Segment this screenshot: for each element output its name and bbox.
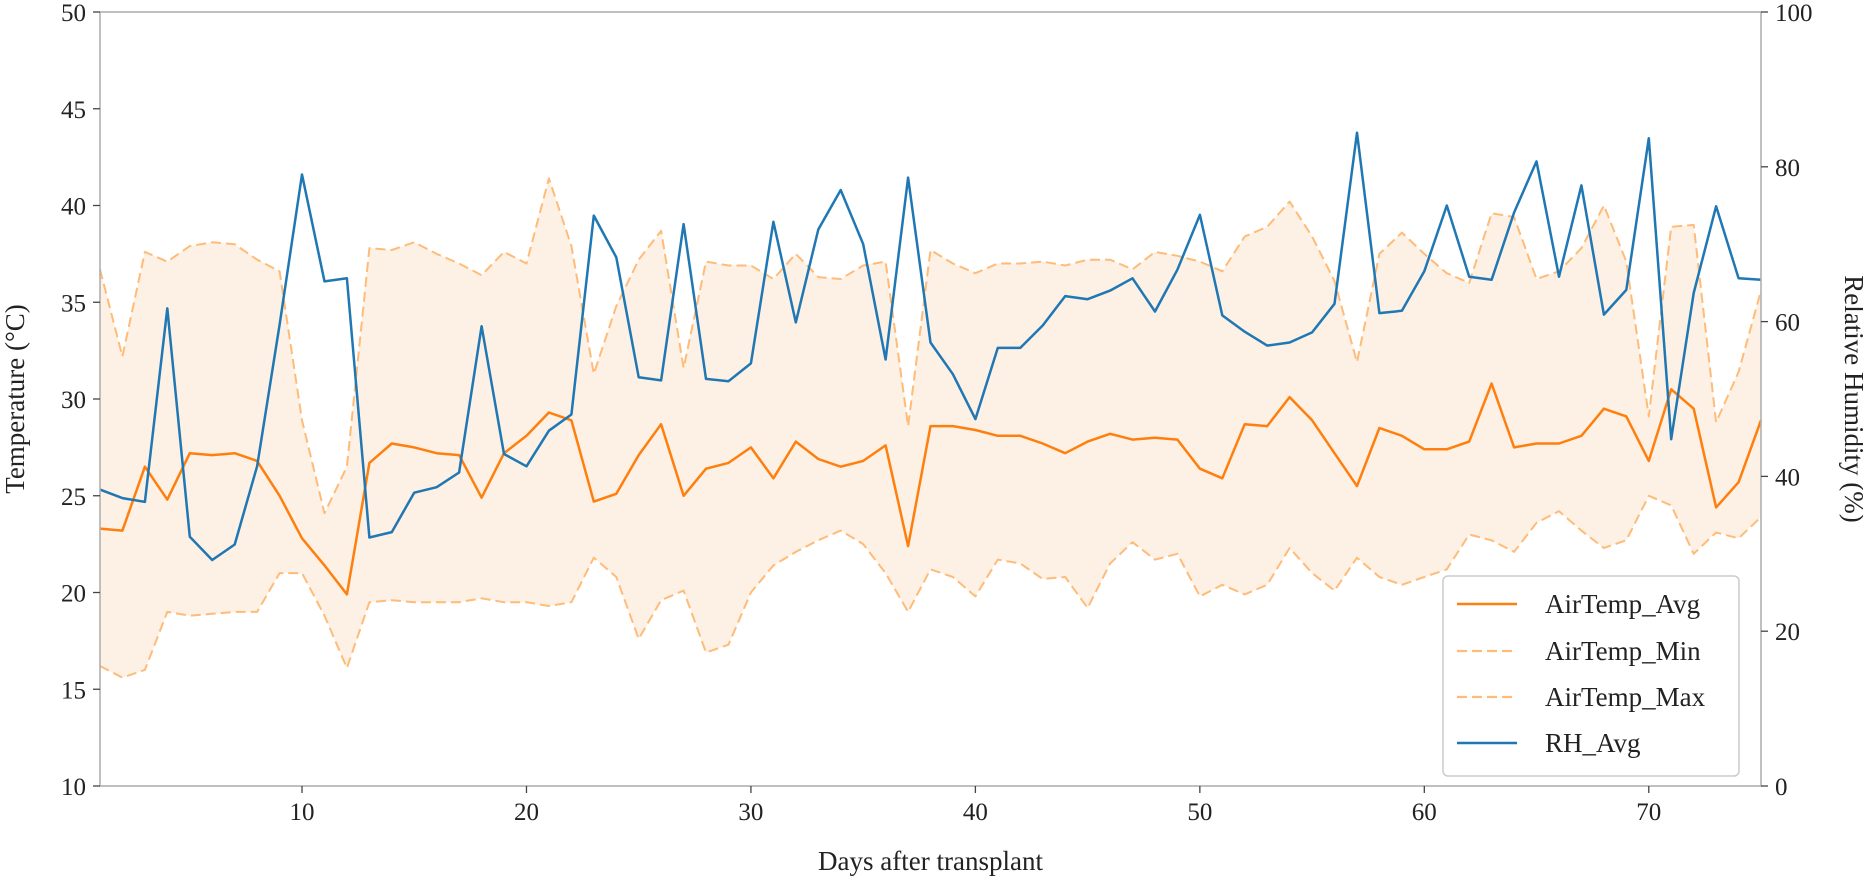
series-line-airtemp-min [99, 494, 1762, 679]
series-line-airtemp-max [99, 177, 1762, 515]
series-line-rh-avg [99, 131, 1762, 562]
right-y-tick-label: 80 [1775, 155, 1800, 182]
left-y-tick-label: 35 [61, 290, 86, 317]
right-y-tick-label: 100 [1775, 0, 1813, 27]
x-tick-label: 70 [1636, 799, 1661, 826]
x-tick-label: 60 [1412, 799, 1437, 826]
legend-label-airtemp-avg: AirTemp_Avg [1545, 589, 1700, 619]
left-y-tick-label: 20 [61, 581, 86, 608]
x-tick-label: 20 [514, 799, 539, 826]
right-y-axis-label: Relative Humidity (%) [1839, 275, 1863, 522]
x-tick-label: 10 [290, 799, 315, 826]
right-y-tick-label: 60 [1775, 310, 1800, 337]
x-tick-label: 40 [963, 799, 988, 826]
left-y-tick-label: 10 [61, 774, 86, 801]
left-y-tick-label: 30 [61, 387, 86, 414]
left-y-axis-label: Temperature (°C) [0, 304, 30, 494]
x-tick-label: 50 [1187, 799, 1212, 826]
left-y-tick-label: 40 [61, 194, 86, 221]
legend-label-airtemp-max: AirTemp_Max [1545, 682, 1706, 712]
legend-box [1442, 575, 1740, 777]
series-layer [99, 131, 1763, 679]
left-y-tick-label: 45 [61, 97, 86, 124]
x-axis-label: Days after transplant [818, 846, 1043, 876]
legend-label-airtemp-min: AirTemp_Min [1545, 636, 1701, 666]
series-line-airtemp-avg [99, 382, 1763, 596]
right-y-tick-label: 0 [1775, 774, 1788, 801]
right-y-axis-ticks: 0 20 40 60 80 100 [1761, 0, 1813, 801]
legend: AirTemp_Avg AirTemp_Min AirTemp_Max RH_A… [1442, 575, 1740, 777]
left-y-tick-label: 50 [61, 0, 86, 27]
left-y-tick-label: 25 [61, 484, 86, 511]
right-y-tick-label: 20 [1775, 619, 1800, 646]
left-y-tick-label: 15 [61, 677, 86, 704]
x-axis-ticks: 10 20 30 40 50 60 70 [290, 786, 1661, 826]
x-tick-label: 30 [738, 799, 763, 826]
right-y-tick-label: 40 [1775, 464, 1800, 491]
legend-label-rh-avg: RH_Avg [1545, 728, 1641, 758]
left-y-axis-ticks: 10 15 20 25 30 35 40 45 50 [61, 0, 100, 801]
